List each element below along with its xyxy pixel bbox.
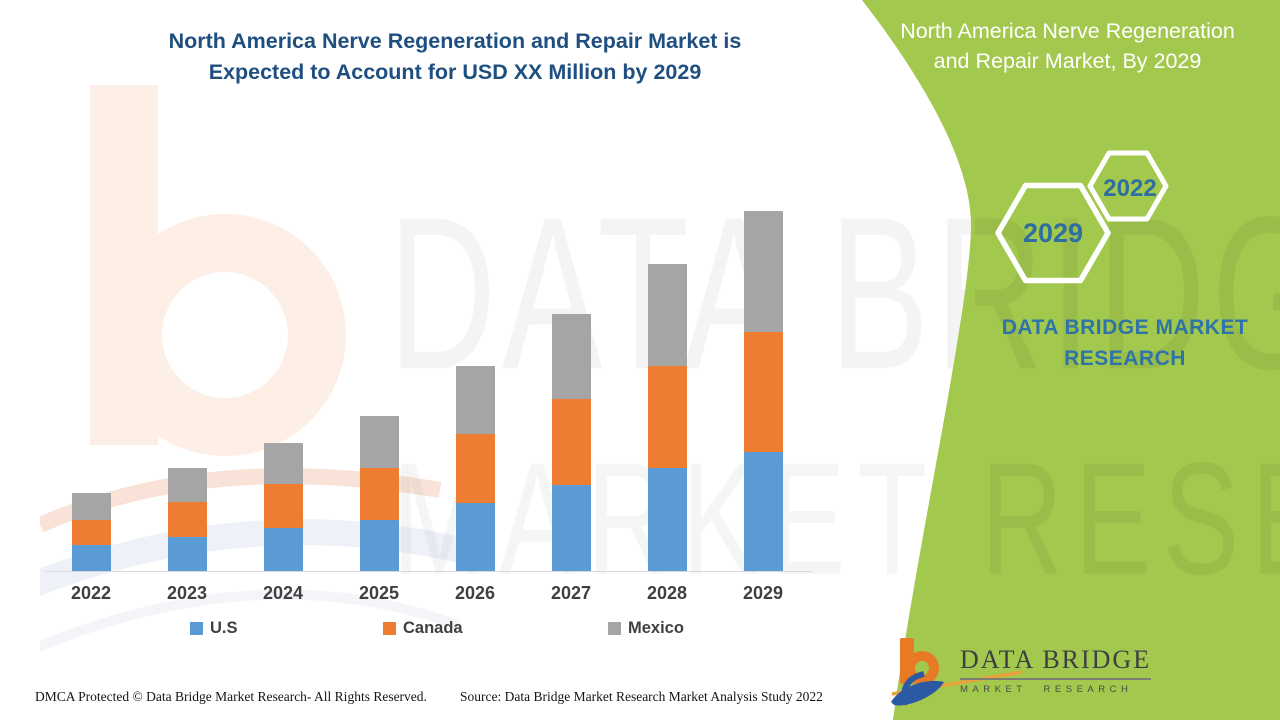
hexagon-2022-label: 2022	[1103, 175, 1157, 202]
dbmr-logo-subtitle: MARKET RESEARCH	[960, 684, 1133, 695]
chart-title-line1: North America Nerve Regeneration and Rep…	[168, 29, 742, 53]
legend-swatch-canada	[383, 622, 396, 635]
x-axis-label-2028: 2028	[646, 583, 688, 603]
bar-segment-us-2024	[263, 528, 303, 571]
x-axis-label-2022: 2022	[70, 583, 112, 603]
bar-segment-canada-2026	[455, 434, 495, 503]
bar-2029	[743, 211, 783, 571]
dbmr-logo-icon	[891, 638, 1023, 706]
bar-segment-mexico-2026	[455, 366, 495, 434]
bar-segment-canada-2022	[71, 520, 111, 545]
bar-2025	[359, 416, 399, 571]
hexagon-2022	[1087, 150, 1169, 222]
bar-segment-mexico-2022	[71, 493, 111, 520]
bar-segment-mexico-2029	[743, 211, 783, 332]
hexagon-2029-label: 2029	[1022, 218, 1084, 248]
legend-swatch-us	[190, 622, 203, 635]
chart-title: North America Nerve Regeneration and Rep…	[40, 26, 870, 88]
legend-label: Mexico	[628, 619, 684, 637]
legend-item-mexico: Mexico	[608, 619, 684, 638]
dbmr-logo: DATA BRIDGE MARKET RESEARCH	[890, 636, 1152, 710]
x-axis-label-2029: 2029	[742, 583, 784, 603]
bar-segment-us-2022	[71, 545, 111, 571]
bar-segment-mexico-2025	[359, 416, 399, 468]
footer-bar: DMCA Protected © Data Bridge Market Rese…	[0, 674, 900, 720]
bar-segment-canada-2029	[743, 332, 783, 452]
x-axis-label-2024: 2024	[262, 583, 304, 603]
hexagon-2029	[995, 182, 1111, 284]
bar-segment-canada-2025	[359, 468, 399, 520]
green-panel	[862, 0, 1280, 720]
panel-title: North America Nerve Regeneration and Rep…	[900, 19, 1235, 73]
bar-2027	[551, 314, 591, 571]
bar-segment-mexico-2028	[647, 264, 687, 366]
x-axis-label-2023: 2023	[166, 583, 208, 603]
bar-2024	[263, 443, 303, 571]
bar-segment-us-2025	[359, 520, 399, 571]
x-axis-label-2027: 2027	[550, 583, 592, 603]
bar-2028	[647, 264, 687, 571]
dbmr-logo-title: DATA BRIDGE	[960, 645, 1152, 680]
bar-segment-canada-2023	[167, 502, 207, 537]
hexagon-badges	[995, 150, 1169, 284]
legend: U.S Canada Mexico	[45, 619, 812, 641]
bar-segment-us-2023	[167, 537, 207, 571]
bar-segment-us-2027	[551, 485, 591, 571]
bar-2026	[455, 366, 495, 571]
legend-item-canada: Canada	[383, 619, 463, 638]
plot-area: 2022 2023 2024 2025 2026 2027 2028 2029	[45, 181, 812, 603]
legend-item-us: U.S	[190, 619, 238, 638]
panel-brand-text: DATA BRIDGE MARKET RESEARCH	[1001, 316, 1249, 370]
bar-2022	[71, 493, 111, 571]
legend-label: U.S	[210, 619, 238, 637]
bar-segment-mexico-2027	[551, 314, 591, 399]
bar-segment-mexico-2023	[167, 468, 207, 502]
legend-swatch-mexico	[608, 622, 621, 635]
x-axis-label-2026: 2026	[454, 583, 496, 603]
bar-2023	[167, 468, 207, 571]
bar-segment-us-2029	[743, 452, 783, 571]
bar-segment-us-2026	[455, 503, 495, 571]
dmca-text: DMCA Protected © Data Bridge Market Rese…	[35, 689, 427, 704]
source-text: Source: Data Bridge Market Research Mark…	[460, 689, 823, 704]
bar-segment-us-2028	[647, 468, 687, 571]
legend-label: Canada	[403, 619, 463, 637]
chart-title-line2: Expected to Account for USD XX Million b…	[208, 60, 702, 84]
x-axis-label-2025: 2025	[358, 583, 400, 603]
bar-segment-canada-2024	[263, 484, 303, 528]
bar-segment-mexico-2024	[263, 443, 303, 484]
bar-segment-canada-2028	[647, 366, 687, 468]
bar-segment-canada-2027	[551, 399, 591, 485]
